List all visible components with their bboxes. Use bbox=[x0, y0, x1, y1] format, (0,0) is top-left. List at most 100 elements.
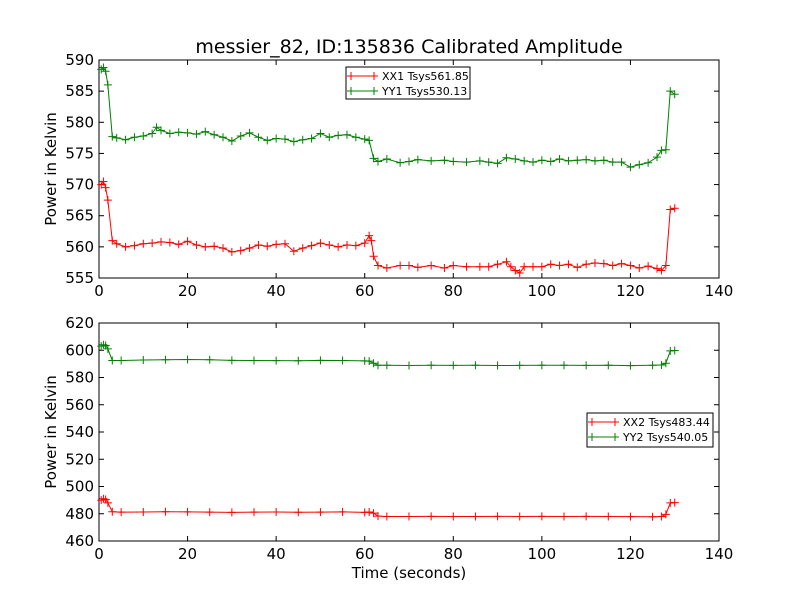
data-point-marker bbox=[520, 156, 529, 165]
data-point-marker bbox=[427, 512, 436, 521]
data-point-marker bbox=[338, 356, 347, 365]
data-point-marker bbox=[573, 156, 582, 165]
y-tick-label: 580 bbox=[65, 369, 94, 387]
legend-marker bbox=[588, 418, 596, 426]
data-point-marker bbox=[183, 507, 192, 516]
data-point-marker bbox=[316, 508, 325, 517]
data-point-marker bbox=[152, 123, 161, 132]
data-point-marker bbox=[245, 128, 254, 137]
y-tick-label: 570 bbox=[65, 176, 94, 194]
data-point-marker bbox=[604, 361, 613, 370]
data-point-marker bbox=[343, 240, 351, 249]
legend-marker bbox=[588, 433, 596, 441]
data-point-marker bbox=[281, 135, 289, 144]
data-point-marker bbox=[148, 239, 157, 248]
y-tick-label: 540 bbox=[65, 423, 94, 441]
data-point-marker bbox=[515, 512, 524, 521]
legend-box bbox=[586, 412, 714, 448]
y-tick-label: 555 bbox=[65, 269, 94, 287]
data-point-marker bbox=[604, 512, 613, 521]
data-point-marker bbox=[360, 239, 369, 248]
data-point-marker bbox=[493, 512, 502, 521]
y-tick-label: 500 bbox=[65, 478, 94, 496]
data-point-marker bbox=[334, 242, 343, 251]
legend-box bbox=[345, 66, 471, 100]
data-point-marker bbox=[644, 262, 653, 271]
data-point-marker bbox=[210, 130, 219, 139]
data-point-marker bbox=[165, 238, 174, 247]
data-point-marker bbox=[475, 156, 484, 165]
data-point-marker bbox=[591, 259, 599, 268]
legend-bottom: XX2 Tsys483.44 YY2 Tsys540.05 bbox=[586, 412, 714, 448]
data-point-marker bbox=[555, 261, 564, 270]
data-point-marker bbox=[139, 507, 148, 516]
data-point-marker bbox=[670, 346, 679, 355]
data-point-marker bbox=[382, 512, 391, 521]
data-point-marker bbox=[591, 156, 599, 165]
data-point-marker bbox=[449, 361, 458, 370]
data-point-marker bbox=[183, 237, 192, 246]
data-point-marker bbox=[201, 127, 210, 136]
data-point-marker bbox=[338, 507, 347, 516]
data-point-marker bbox=[139, 131, 148, 140]
x-tick-label: 0 bbox=[94, 545, 104, 563]
data-point-marker bbox=[108, 132, 117, 141]
x-tick-label: 60 bbox=[355, 282, 374, 300]
axis-ticks-top: 0 20 40 60 80 100 120 140 555 560 565 570 575 580 585 5… bbox=[65, 51, 733, 300]
legend-marker bbox=[611, 433, 619, 441]
data-point-marker bbox=[670, 90, 679, 99]
data-point-marker bbox=[351, 241, 360, 250]
y-tick-label: 560 bbox=[65, 238, 94, 256]
chart-title: messier_82, ID:135836 Calibrated Amplitu… bbox=[195, 36, 622, 58]
data-point-marker bbox=[165, 129, 174, 138]
y-tick-label: 620 bbox=[65, 314, 94, 332]
data-point-marker bbox=[101, 183, 110, 192]
data-point-marker bbox=[427, 261, 436, 270]
legend-marker bbox=[347, 87, 355, 95]
data-point-marker bbox=[325, 240, 334, 249]
data-point-marker bbox=[298, 135, 307, 144]
data-point-marker bbox=[666, 205, 675, 214]
y-tick-label: 460 bbox=[65, 532, 94, 550]
data-point-marker bbox=[227, 356, 236, 365]
data-point-marker bbox=[254, 133, 263, 142]
data-point-marker bbox=[462, 262, 471, 271]
data-point-marker bbox=[511, 155, 520, 164]
data-point-marker bbox=[108, 356, 117, 365]
legend-marker bbox=[370, 72, 378, 80]
x-tick-label: 120 bbox=[616, 545, 645, 563]
data-point-marker bbox=[493, 260, 502, 269]
data-point-marker bbox=[307, 241, 316, 250]
data-point-marker bbox=[365, 507, 374, 516]
data-point-marker bbox=[405, 157, 413, 166]
data-point-marker bbox=[537, 156, 546, 165]
data-point-marker bbox=[657, 146, 666, 155]
data-point-marker bbox=[236, 131, 245, 140]
data-point-marker bbox=[653, 153, 661, 162]
data-point-marker bbox=[626, 163, 635, 172]
data-point-marker bbox=[661, 359, 670, 368]
data-point-marker bbox=[462, 158, 471, 167]
data-point-marker bbox=[294, 356, 303, 365]
data-point-marker bbox=[471, 361, 480, 370]
data-point-marker bbox=[121, 242, 130, 251]
data-point-marker bbox=[661, 261, 670, 270]
data-point-marker bbox=[374, 157, 382, 166]
data-point-marker bbox=[529, 158, 537, 167]
data-point-marker bbox=[582, 361, 591, 370]
x-tick-label: 120 bbox=[616, 282, 645, 300]
data-point-marker bbox=[405, 512, 413, 521]
data-point-marker bbox=[236, 246, 245, 255]
legend-label: YY1 Tsys530.13 bbox=[381, 85, 467, 98]
y-tick-label: 565 bbox=[65, 207, 94, 225]
data-point-marker bbox=[449, 512, 458, 521]
data-point-marker bbox=[117, 508, 126, 517]
data-point-marker bbox=[281, 239, 289, 248]
data-point-marker bbox=[608, 158, 617, 167]
data-point-marker bbox=[210, 242, 219, 251]
data-point-marker bbox=[183, 128, 192, 137]
data-point-marker bbox=[599, 156, 608, 165]
data-point-marker bbox=[289, 247, 298, 256]
data-point-marker bbox=[108, 236, 117, 245]
